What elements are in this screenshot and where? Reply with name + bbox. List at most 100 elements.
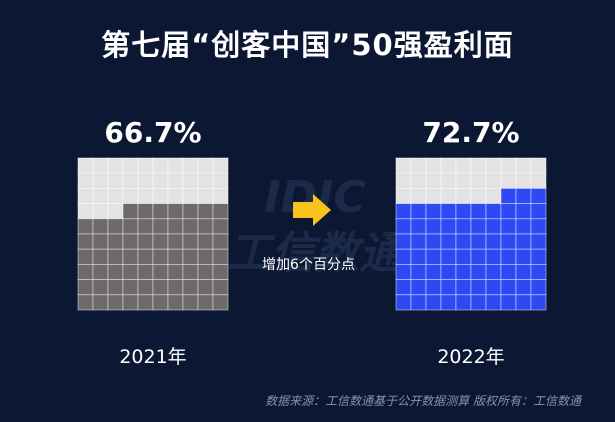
waffle-cell-filled (410, 279, 427, 296)
waffle-cell-filled (107, 279, 124, 296)
waffle-cell-filled (182, 218, 199, 235)
waffle-cell-filled (395, 218, 412, 235)
waffle-cell-filled (167, 248, 184, 265)
waffle-cell-empty (167, 172, 184, 189)
waffle-cell-empty (440, 187, 457, 204)
waffle-cell-filled (197, 263, 214, 280)
waffle-cell-filled (92, 218, 109, 235)
waffle-cell-empty (515, 172, 532, 189)
waffle-cell-filled (530, 279, 547, 296)
waffle-cell-empty (515, 157, 532, 174)
waffle-cell-empty (470, 172, 487, 189)
waffle-cell-filled (515, 248, 532, 265)
waffle-cell-filled (470, 248, 487, 265)
waffle-cell-filled (410, 248, 427, 265)
waffle-cell-empty (92, 172, 109, 189)
waffle-cell-empty (500, 157, 517, 174)
waffle-cell-filled (515, 294, 532, 311)
waffle-cell-filled (500, 187, 517, 204)
waffle-cell-filled (470, 294, 487, 311)
waffle-cell-empty (77, 187, 94, 204)
waffle-cell-empty (77, 172, 94, 189)
waffle-cell-filled (122, 233, 139, 250)
waffle-cell-filled (500, 263, 517, 280)
waffle-cell-filled (137, 294, 154, 311)
waffle-cell-empty (92, 203, 109, 220)
waffle-cell-filled (515, 187, 532, 204)
waffle-cell-empty (107, 172, 124, 189)
waffle-cell-filled (152, 279, 169, 296)
waffle-cell-filled (197, 233, 214, 250)
waffle-cell-filled (182, 203, 199, 220)
waffle-cell-filled (137, 203, 154, 220)
waffle-cell-empty (470, 157, 487, 174)
waffle-cell-filled (197, 203, 214, 220)
waffle-cell-filled (152, 233, 169, 250)
value-label-2021: 66.7% (104, 116, 202, 149)
waffle-cell-filled (470, 279, 487, 296)
waffle-cell-filled (77, 279, 94, 296)
waffle-cell-filled (77, 248, 94, 265)
waffle-cell-empty (395, 172, 412, 189)
waffle-cell-filled (77, 233, 94, 250)
waffle-cell-empty (440, 157, 457, 174)
waffle-cell-filled (470, 233, 487, 250)
waffle-cell-filled (455, 233, 472, 250)
waffle-cell-filled (455, 263, 472, 280)
waffle-cell-filled (122, 263, 139, 280)
waffle-cell-filled (485, 294, 502, 311)
waffle-cell-filled (92, 248, 109, 265)
waffle-cell-empty (212, 172, 229, 189)
waffle-cell-filled (395, 248, 412, 265)
waffle-cell-filled (212, 294, 229, 311)
waffle-cell-empty (530, 172, 547, 189)
waffle-cell-filled (485, 263, 502, 280)
waffle-cell-filled (425, 203, 442, 220)
waffle-cell-filled (137, 233, 154, 250)
waffle-cell-empty (92, 157, 109, 174)
waffle-cell-filled (500, 203, 517, 220)
waffle-cell-empty (500, 172, 517, 189)
waffle-cell-empty (455, 172, 472, 189)
waffle-cell-filled (500, 218, 517, 235)
waffle-cell-filled (107, 218, 124, 235)
waffle-cell-filled (470, 263, 487, 280)
waffle-cell-filled (197, 248, 214, 265)
waffle-cell-empty (395, 187, 412, 204)
waffle-cell-empty (455, 157, 472, 174)
waffle-cell-filled (530, 248, 547, 265)
waffle-cell-empty (425, 172, 442, 189)
waffle-cell-empty (425, 187, 442, 204)
waffle-cell-filled (182, 248, 199, 265)
waffle-cell-filled (107, 263, 124, 280)
waffle-cell-filled (137, 248, 154, 265)
waffle-cell-empty (182, 187, 199, 204)
waffle-cell-filled (77, 263, 94, 280)
waffle-cell-filled (500, 233, 517, 250)
waffle-cell-filled (92, 233, 109, 250)
waffle-cell-empty (107, 187, 124, 204)
waffle-cell-empty (395, 157, 412, 174)
waffle-cell-filled (395, 233, 412, 250)
waffle-cell-filled (425, 218, 442, 235)
waffle-cell-filled (197, 294, 214, 311)
waffle-cell-filled (152, 263, 169, 280)
waffle-cell-filled (425, 233, 442, 250)
waffle-cell-filled (515, 203, 532, 220)
waffle-cell-filled (122, 248, 139, 265)
waffle-cell-empty (137, 157, 154, 174)
waffle-cell-filled (485, 218, 502, 235)
waffle-cell-filled (212, 248, 229, 265)
waffle-cell-filled (440, 203, 457, 220)
waffle-cell-filled (455, 294, 472, 311)
waffle-cell-empty (440, 172, 457, 189)
waffle-cell-empty (485, 172, 502, 189)
year-label-2022: 2022年 (437, 346, 505, 368)
waffle-cell-filled (410, 218, 427, 235)
waffle-cell-filled (212, 203, 229, 220)
waffle-cell-filled (152, 218, 169, 235)
waffle-cell-filled (470, 218, 487, 235)
waffle-cell-filled (182, 279, 199, 296)
